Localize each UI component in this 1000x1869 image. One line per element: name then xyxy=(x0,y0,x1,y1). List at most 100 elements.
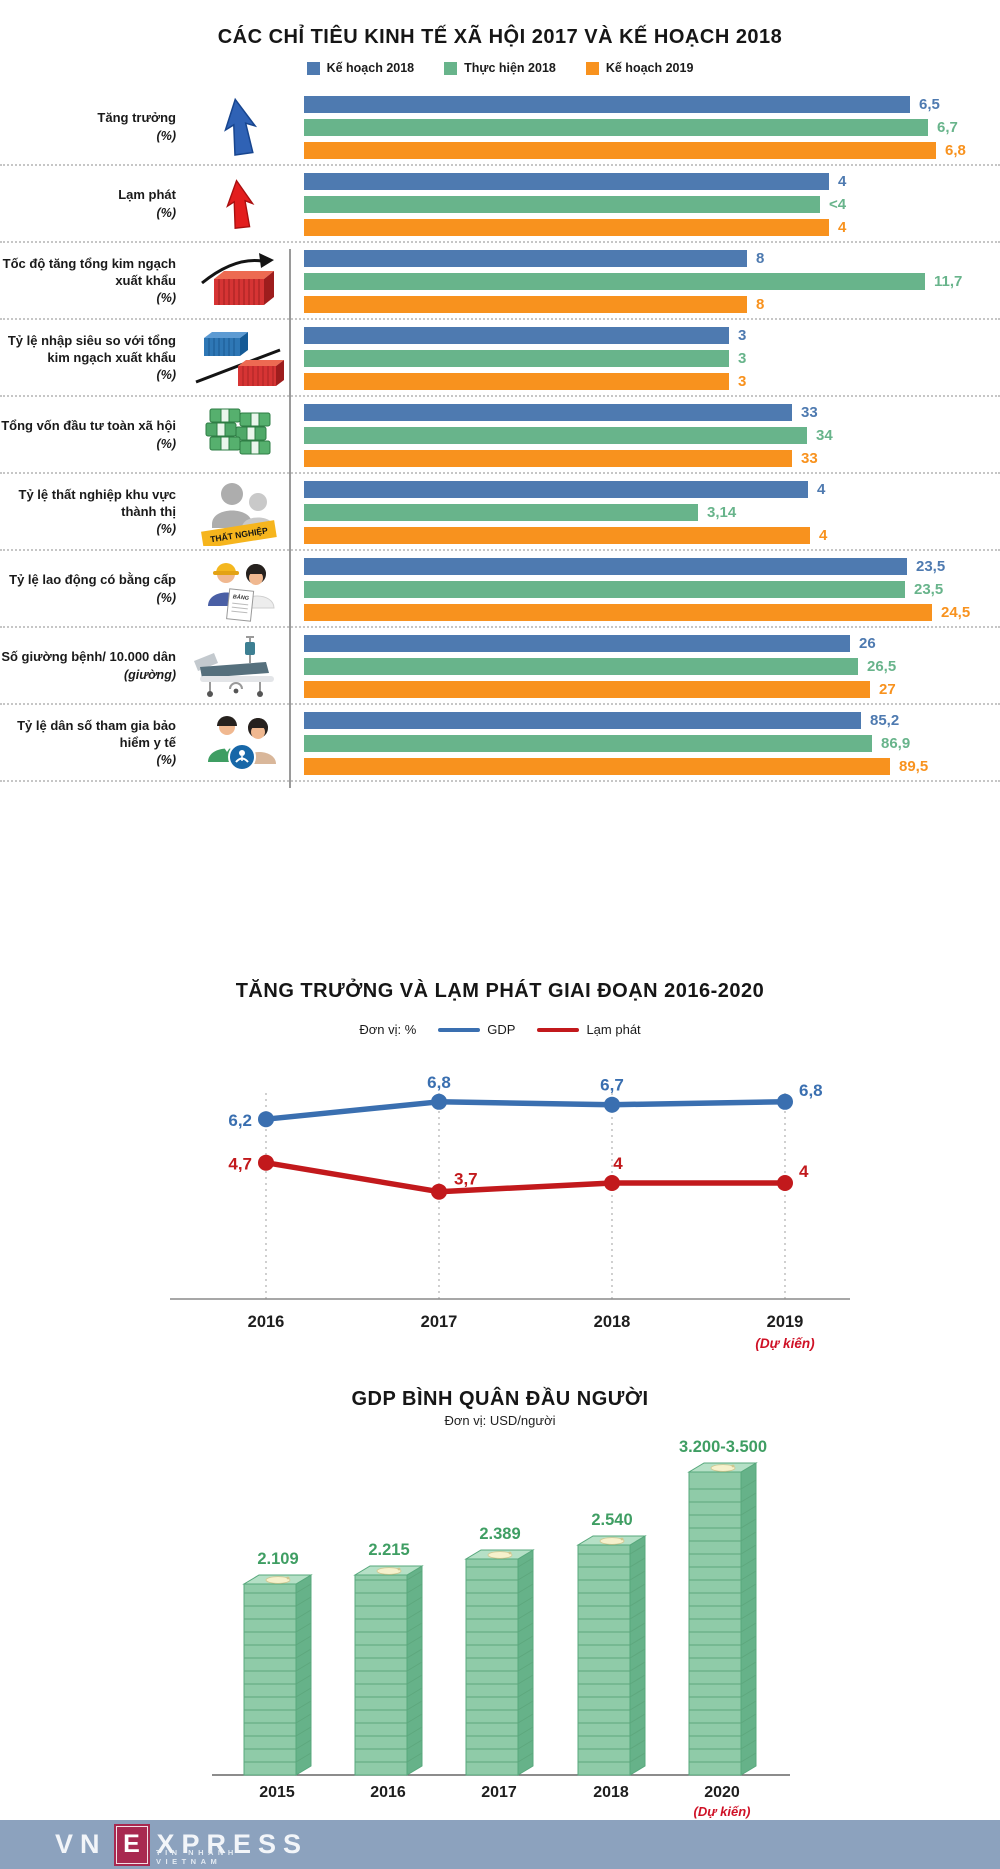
legend-label: Thực hiện 2018 xyxy=(464,61,556,75)
gdp-line-swatch xyxy=(438,1027,481,1032)
gdp-line xyxy=(263,1099,788,1122)
row-label: Lạm phát xyxy=(118,187,176,203)
gdp-per-capita-chart: GDP BÌNH QUÂN ĐẦU NGƯỜI Đơn vị: USD/ngườ… xyxy=(0,1385,1000,1820)
bar-value: 34 xyxy=(816,427,833,444)
data-point xyxy=(777,1175,793,1191)
data-point xyxy=(258,1154,274,1171)
bar xyxy=(304,604,932,621)
row-unit: (giường) xyxy=(123,667,176,682)
money-stack-icon xyxy=(180,397,295,472)
forecast-note: (Dự kiến) xyxy=(694,1804,751,1819)
row-unit: (%) xyxy=(156,205,176,220)
data-point-label: 6,7 xyxy=(600,1076,624,1095)
legend-label: Lạm phát xyxy=(586,1022,641,1037)
bar xyxy=(304,681,870,698)
bar-value: 23,5 xyxy=(914,581,944,598)
row-lao-dong-bang-cap: Tỷ lệ lao động có bằng cấp (%) BẰNG xyxy=(0,551,1000,628)
row-unit: (%) xyxy=(156,128,176,143)
bar xyxy=(304,404,792,421)
data-point-label: 6,2 xyxy=(228,1111,252,1130)
bar-line: 4 xyxy=(304,173,1000,190)
chart2-title: TĂNG TRƯỞNG VÀ LẠM PHÁT GIAI ĐOẠN 2016-2… xyxy=(235,980,765,1002)
axis-baseline xyxy=(289,249,291,788)
legend-label: Kế hoạch 2019 xyxy=(605,61,694,75)
bar-value: 6,8 xyxy=(945,142,966,159)
bar-value-label: 2.389 xyxy=(479,1525,520,1543)
inflation-line xyxy=(263,1159,788,1195)
certified-workers-icon: BẰNG xyxy=(180,551,295,626)
gdp-bar-plot: 2.109 2015 2.215 2016 2.389 2017 2.540 2018 3.20… xyxy=(212,1440,790,1819)
bar-line: 34 xyxy=(304,427,1000,444)
bar-value: 4 xyxy=(838,173,847,190)
bar-line: 3 xyxy=(304,327,1000,344)
row-xuat-khau: Tốc độ tăng tổng kim ngạch xuất khẩu (%)… xyxy=(0,243,1000,320)
unemployment-icon: THẤT NGHIỆP xyxy=(180,474,295,549)
bar-line: 4 xyxy=(304,219,1000,236)
legend-item-gdp: GDP xyxy=(438,1022,515,1037)
data-point-label: 4,7 xyxy=(228,1155,252,1174)
bar-line: 26 xyxy=(304,635,1000,652)
x-tick-label: 2018 xyxy=(594,1313,631,1331)
bar-line: 8 xyxy=(304,250,1000,267)
bar-line: 33 xyxy=(304,450,1000,467)
bar-value: 85,2 xyxy=(870,712,900,729)
bar-value: 26,5 xyxy=(867,658,897,675)
money-stack-bar xyxy=(687,1462,758,1776)
bar-value: 4 xyxy=(819,527,828,544)
bar-value: 86,9 xyxy=(881,735,911,752)
bar xyxy=(304,450,792,467)
row-unit: (%) xyxy=(156,367,176,382)
legend-item-ke-hoach-2018: Kế hoạch 2018 xyxy=(306,61,415,75)
row-label: Tỷ lệ nhập siêu so với tổng kim ngạch xu… xyxy=(7,333,176,365)
row-label: Tỷ lệ lao động có bằng cấp xyxy=(9,572,176,588)
bar xyxy=(304,712,861,729)
bar xyxy=(304,527,810,544)
bar xyxy=(304,296,747,313)
legend-swatch-green xyxy=(444,61,458,75)
data-point-label: 3,7 xyxy=(454,1170,478,1189)
row-that-nghiep: Tỷ lệ thất nghiệp khu vực thành thị (%) … xyxy=(0,474,1000,551)
bar xyxy=(304,758,890,775)
bar xyxy=(304,327,729,344)
row-nhap-sieu: Tỷ lệ nhập siêu so với tổng kim ngạch xu… xyxy=(0,320,1000,397)
bar xyxy=(304,142,936,159)
bar-line: 3,14 xyxy=(304,504,1000,521)
data-point-label: 4 xyxy=(799,1162,809,1181)
forecast-note: (Dự kiến) xyxy=(755,1336,815,1351)
legend-label: Kế hoạch 2018 xyxy=(326,61,415,75)
row-unit: (%) xyxy=(156,752,176,767)
bar xyxy=(304,119,928,136)
data-point xyxy=(777,1093,793,1110)
bar-line: 6,8 xyxy=(304,142,1000,159)
bar-group: 4 <4 4 xyxy=(295,166,1000,241)
bar xyxy=(304,173,829,190)
bar xyxy=(304,350,729,367)
row-unit: (%) xyxy=(156,290,176,305)
export-container-icon xyxy=(180,243,295,318)
chart1-title: CÁC CHỈ TIÊU KINH TẾ XÃ HỘI 2017 VÀ KẾ H… xyxy=(217,26,783,48)
bar xyxy=(304,481,808,498)
row-label: Tỷ lệ thất nghiệp khu vực thành thị xyxy=(18,487,177,519)
legend-swatch-blue xyxy=(306,61,320,75)
bar xyxy=(304,219,829,236)
vnexpress-logo: VN E XPRESS TIN NHANH VIETNAM xyxy=(55,1820,308,1869)
x-tick-label: 2016 xyxy=(248,1313,285,1331)
bar-group: 4 3,14 4 xyxy=(295,474,1000,549)
bar-line: 6,7 xyxy=(304,119,1000,136)
bar-group: 26 26,5 27 xyxy=(295,628,1000,703)
bar-group: 6,5 6,7 6,8 xyxy=(295,89,1000,164)
row-label: Số giường bệnh/ 10.000 dân xyxy=(1,649,176,665)
bar-value: 6,7 xyxy=(937,119,958,136)
row-unit: (%) xyxy=(156,590,176,605)
data-point-label: 6,8 xyxy=(427,1073,451,1092)
legend-item-ke-hoach-2019: Kế hoạch 2019 xyxy=(585,61,694,75)
bar-group: 23,5 23,5 24,5 xyxy=(295,551,1000,626)
bar-value: 27 xyxy=(879,681,896,698)
chart1-legend: Kế hoạch 2018 Thực hiện 2018 Kế hoạch 20… xyxy=(0,61,1000,75)
bar-group: 33 34 33 xyxy=(295,397,1000,472)
bar-line: 4 xyxy=(304,527,1000,544)
bar-line: 27 xyxy=(304,681,1000,698)
legend-item-thuc-hien-2018: Thực hiện 2018 xyxy=(444,61,556,75)
bar-value-label: 2.540 xyxy=(591,1511,632,1529)
x-tick-label: 2016 xyxy=(370,1784,406,1801)
